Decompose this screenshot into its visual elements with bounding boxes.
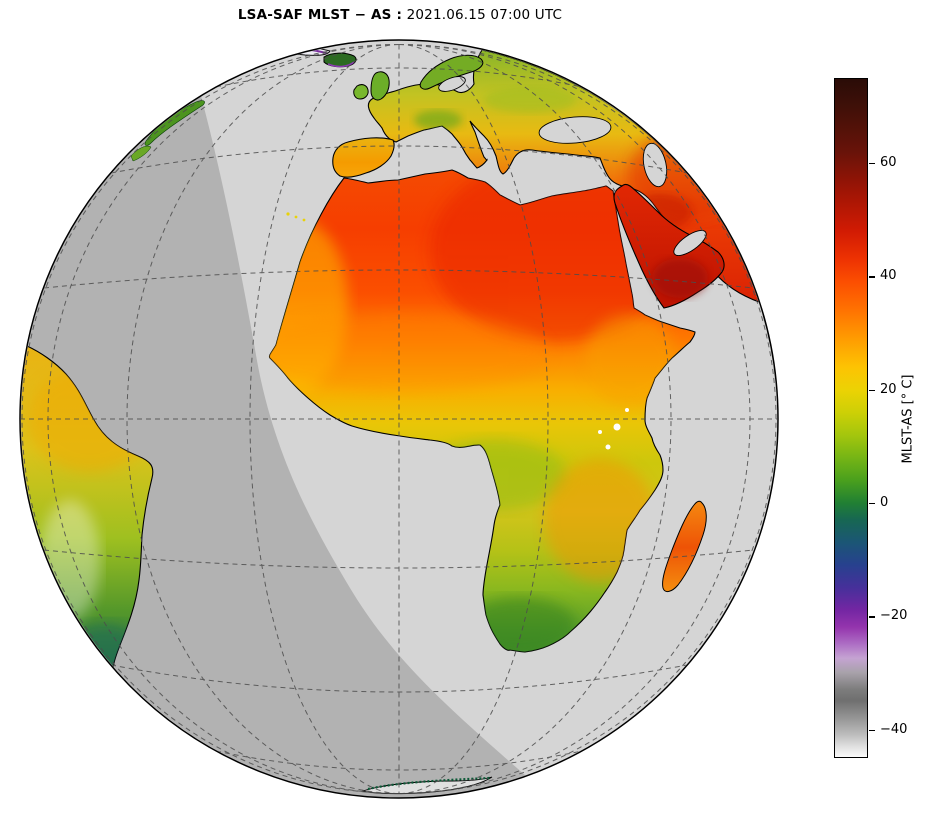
colorbar-tick-label: 20: [880, 381, 897, 397]
colorbar-tick-label: −40: [880, 721, 908, 737]
parallel-60n: [215, 67, 583, 88]
colorbar-tick-mark: [869, 729, 875, 732]
graticule: [21, 44, 777, 794]
madagascar: [662, 500, 707, 593]
caspian-sea: [642, 142, 668, 188]
arabian-peninsula: [613, 183, 725, 309]
persian-gulf: [673, 230, 707, 256]
colorbar-gradient: [834, 78, 868, 758]
black-sea: [538, 116, 612, 144]
meridian-w60: [47, 44, 400, 794]
inland-seas: [438, 76, 707, 256]
globe-map: [19, 39, 779, 799]
cloud-gaps: [598, 408, 629, 450]
scandinavia: [419, 54, 484, 90]
colorbar-tick-label: 0: [880, 495, 889, 511]
colorbar-tick-label: −20: [880, 608, 908, 624]
colorbar-tick-mark: [869, 389, 875, 392]
globe-limb-outline: [19, 39, 779, 799]
great-britain: [370, 71, 390, 101]
page-title: LSA-SAF MLST − AS : 2021.06.15 07:00 UTC: [0, 7, 800, 23]
parallel-60s: [215, 750, 583, 771]
colorbar-tick-label: 40: [880, 268, 897, 284]
baltic-sea: [438, 76, 466, 92]
parallel-40s: [110, 664, 688, 693]
colorbar-ticks: 60 40 20 0 −20 −40: [869, 78, 939, 758]
colorbar-tick-label: 60: [880, 155, 897, 171]
colorbar-axis-label: MLST-AS [° C]: [900, 374, 916, 464]
colorbar-tick-mark: [869, 616, 875, 618]
meridian-w40: [126, 44, 400, 794]
canary-islands: [286, 212, 306, 222]
meridian-e80: [398, 44, 777, 794]
meridian-e40: [398, 44, 672, 794]
iceland: [323, 52, 357, 68]
meridian-w80: [21, 44, 400, 794]
meridian-e60: [398, 44, 751, 794]
ireland: [353, 84, 369, 100]
colorbar-tick-mark: [869, 163, 875, 165]
iberian-peninsula: [332, 137, 395, 178]
colorbar-tick-mark: [869, 276, 875, 278]
night-shadow-crescent: [20, 96, 527, 798]
title-product: LSA-SAF MLST − AS :: [237, 7, 403, 23]
colorbar-tick-mark: [869, 503, 875, 505]
title-timestamp: 2021.06.15 07:00 UTC: [406, 7, 563, 23]
